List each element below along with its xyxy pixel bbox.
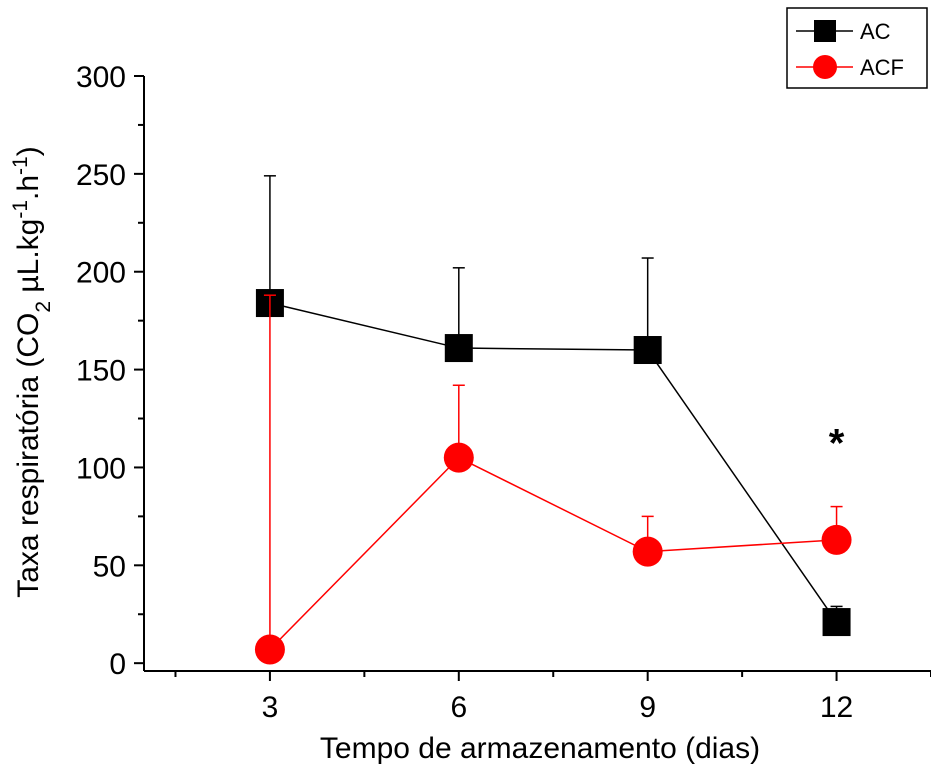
y-axis-title: Taxa respiratória (CO2 µL.kg-1.h-1): [9, 146, 55, 598]
data-point: [443, 442, 474, 473]
legend-box: [786, 7, 928, 89]
y-tick-label: 150: [76, 355, 126, 388]
legend-item: ACF: [796, 55, 904, 80]
tick-labels: 0 50 100 150 200 250 300 3 6 9 12: [76, 61, 853, 724]
y-tick-label: 0: [109, 648, 126, 681]
data-point: [444, 334, 473, 363]
legend-marker: [813, 55, 837, 79]
series-line: [269, 456, 837, 650]
series-layer: [254, 175, 852, 665]
y-tick-label: 100: [76, 452, 126, 485]
legend-marker: [814, 20, 836, 42]
ticks: [134, 75, 931, 681]
data-point: [632, 536, 663, 567]
y-tick-label: 300: [76, 61, 126, 94]
legend: AC ACF: [786, 7, 928, 89]
series-ac: [255, 175, 851, 637]
legend-label: ACF: [860, 55, 904, 80]
significance-annotation: *: [829, 421, 845, 465]
x-tick-label: 6: [450, 691, 467, 724]
series-acf: [254, 294, 852, 665]
y-tick-label: 200: [76, 257, 126, 290]
legend-item: AC: [796, 19, 891, 44]
data-point: [254, 634, 285, 665]
data-point: [821, 524, 852, 555]
y-tick-label: 50: [93, 550, 126, 583]
data-point: [633, 336, 662, 365]
axes: [143, 76, 931, 672]
x-tick-label: 3: [262, 691, 279, 724]
x-axis-title: Tempo de armazenamento (dias): [320, 732, 760, 765]
y-tick-label: 250: [76, 159, 126, 192]
x-tick-label: 12: [820, 691, 853, 724]
data-point: [822, 608, 851, 637]
x-tick-label: 9: [639, 691, 656, 724]
series-line: [269, 302, 838, 623]
legend-label: AC: [860, 19, 891, 44]
